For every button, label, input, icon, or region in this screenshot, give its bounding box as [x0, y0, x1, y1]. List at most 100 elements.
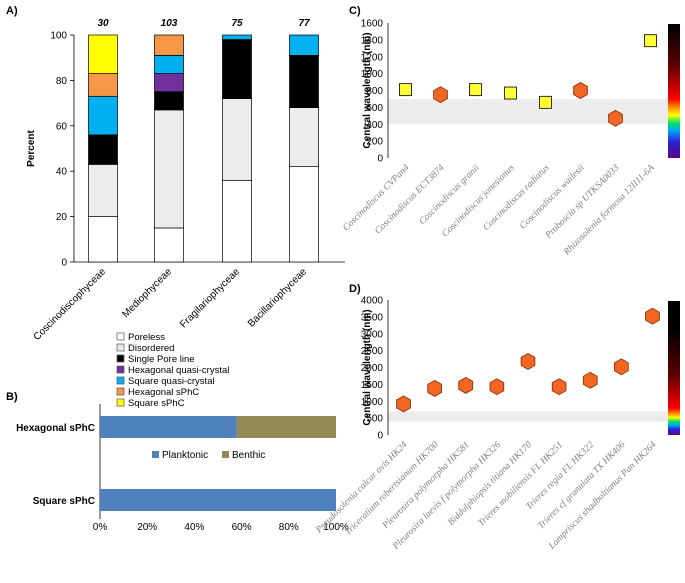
a-y-tick-label: 40: [56, 167, 68, 178]
b-bar-hexagonal-sphc-benthic: [236, 416, 336, 438]
panel-b-label: B): [6, 391, 18, 403]
a-x-tick-label: Coscinodiscophyceae: [32, 266, 109, 343]
a-legend-label-square-sphc: Square sPhC: [128, 398, 185, 409]
c-point-coscinodiscus-ect3874: [433, 86, 448, 104]
d-point-pseudosolenia-calcar-avis-hk24: [396, 395, 411, 413]
b-legend-swatch-benthic: [222, 451, 229, 458]
a-legend-swatch-square-quasi-crystal: [116, 376, 125, 385]
panel-a-stacked-bar-chart: 0 20 40 60 80 100 Percent 30 Coscinodiscophyceae…: [26, 18, 345, 409]
d-y-tick-label: 2000: [361, 363, 384, 374]
c-point-coscinodiscus-radiatus: [539, 95, 552, 109]
a-bar-coscinodiscophyceae-hexagonal-sphc: [88, 73, 118, 97]
c-point-coscinodiscus-jonesianus: [504, 86, 517, 100]
a-legend-label-disordered: Disordered: [128, 343, 174, 354]
b-x-tick-label: 60%: [232, 522, 252, 533]
d-y-tick-label: 3000: [361, 329, 384, 340]
b-category-label: Hexagonal sPhC: [16, 423, 95, 434]
a-bar-coscinodiscophyceae-disordered: [88, 164, 118, 217]
d-y-tick-label: 4000: [361, 296, 384, 307]
a-y-tick-label: 100: [50, 31, 67, 42]
panel-a-label: A): [6, 5, 18, 17]
c-x-tick-label: Coscinodiscus wailesii: [518, 163, 587, 232]
c-point-coscinodiscus-granii: [469, 83, 482, 97]
a-x-tick-label: Bacillariophyceae: [246, 266, 310, 330]
a-bar-coscinodiscophyceae-square-quasi-crystal: [88, 95, 118, 136]
d-y-tick-label: 3500: [361, 312, 384, 323]
c-point-coscinodiscus-cvpan4: [399, 83, 412, 97]
c-y-tick-label: 200: [366, 137, 383, 148]
a-bar-mediophyceae-hexagonal-sphc: [154, 34, 184, 56]
d-point-pleurosira-polymorpha-hk581: [458, 376, 474, 394]
b-x-tick-label: 20%: [137, 522, 157, 533]
b-x-tick-label: 0%: [93, 522, 108, 533]
c-x-tick-label: Coscinodiscus granii: [418, 163, 482, 227]
c-y-tick-label: 1000: [361, 69, 384, 80]
c-y-tick-label: 800: [366, 86, 383, 97]
c-x-tick-label: Coscinodiscus CVPan4: [341, 163, 412, 234]
a-bar-mediophyceae-hexagonal-quasi-crystal: [154, 73, 184, 93]
d-y-tick-label: 2500: [361, 346, 384, 357]
a-y-axis-label: Percent: [26, 129, 37, 166]
b-category-label: Square sPhC: [33, 496, 95, 507]
c-point-rhizosolenia-formosa-12ii11-6a: [644, 34, 657, 48]
a-legend-swatch-poreless: [116, 332, 125, 341]
a-x-tick-label: Fragilariophyceae: [178, 266, 242, 330]
d-y-tick-label: 0: [377, 431, 383, 442]
d-x-tick-label: Pleurosira laevis f polymorpha HK326: [390, 439, 503, 552]
a-bar-bacillariophyceae-poreless: [289, 166, 319, 263]
panel-c-spectrum-bar: [668, 24, 680, 158]
c-x-tick-label: Coscinodiscus ECT3874: [373, 163, 446, 236]
a-bar-mediophyceae-poreless: [154, 227, 184, 263]
a-bar-mediophyceae-single-pore-line: [154, 91, 184, 111]
a-x-tick-label: Mediophyceae: [120, 266, 174, 320]
a-count-label: 77: [298, 18, 310, 29]
panel-b-habitat-bar-chart: Hexagonal sPhC Square sPhC 0% 20% 40% 60% 80% 1…: [16, 404, 349, 533]
a-bar-coscinodiscophyceae-square-sphc: [88, 34, 118, 74]
a-legend-label-square-quasi-crystal: Square quasi-crystal: [128, 376, 215, 387]
panel-d-label: D): [349, 283, 361, 295]
d-point-triceratium-robertsianum-hk700: [427, 379, 443, 397]
a-legend-swatch-disordered: [116, 343, 125, 352]
b-x-tick-label: 40%: [184, 522, 204, 533]
d-point-trieres-regia-fl-hk322: [582, 371, 598, 389]
a-count-label: 75: [231, 18, 243, 29]
b-bar-square-sphc-planktonic: [100, 489, 336, 511]
panel-c-label: C): [349, 5, 361, 17]
a-y-tick-label: 60: [56, 121, 68, 132]
a-legend-swatch-hexagonal-sphc: [116, 387, 125, 396]
c-x-tick-label: Coscinodiscus radiatus: [482, 163, 552, 233]
a-bar-coscinodiscophyceae-single-pore-line: [88, 134, 118, 165]
d-point-biddulphiopsis-titiana-hk170: [520, 352, 536, 370]
a-legend-swatch-square-sphc: [116, 398, 125, 407]
a-legend-label-single-pore-line: Single Pore line: [128, 354, 195, 365]
a-y-tick-label: 80: [56, 76, 68, 87]
a-bar-fragilariophyceae-single-pore-line: [222, 39, 252, 99]
a-bar-bacillariophyceae-disordered: [289, 107, 319, 168]
a-bar-bacillariophyceae-single-pore-line: [289, 55, 319, 108]
d-point-trieres-mobiliensis-fl-hk251: [551, 378, 567, 396]
d-point-lampriscus-shadboltianus-pan-hk264: [645, 307, 660, 325]
panel-d-spectrum-bar: [668, 301, 680, 435]
c-y-tick-label: 400: [366, 120, 383, 131]
a-bar-bacillariophyceae-square-quasi-crystal: [289, 34, 319, 56]
b-legend-label-planktonic: Planktonic: [162, 450, 208, 461]
d-y-tick-label: 500: [366, 414, 383, 425]
b-legend-label-benthic: Benthic: [232, 450, 265, 461]
a-legend-label-hexagonal-quasi-crystal: Hexagonal quasi-crystal: [128, 365, 229, 376]
b-legend-swatch-planktonic: [152, 451, 159, 458]
c-point-proboscia-sp-utksa0033: [608, 109, 623, 127]
panel-c-wavelength-chart: 0 200 400 600 800 1000 1200 1400 1600 Central wav…: [341, 19, 668, 258]
a-count-label: 30: [97, 18, 109, 29]
d-y-tick-label: 1500: [361, 380, 384, 391]
a-bar-mediophyceae-disordered: [154, 109, 184, 229]
a-legend-swatch-hexagonal-quasi-crystal: [116, 365, 125, 374]
c-y-tick-label: 1200: [361, 52, 384, 63]
a-count-label: 103: [161, 18, 178, 29]
c-y-axis-label: Central wavelength (nm): [362, 32, 373, 148]
d-point-trieres-cf-granulata-tx-hk406: [614, 358, 629, 376]
b-bar-hexagonal-sphc-planktonic: [100, 416, 237, 438]
a-legend-label-poreless: Poreless: [128, 332, 165, 343]
panel-d-wavelength-chart: 0 500 1000 1500 2000 2500 3000 3500 4000 Central …: [314, 296, 668, 552]
c-y-tick-label: 1400: [361, 35, 384, 46]
